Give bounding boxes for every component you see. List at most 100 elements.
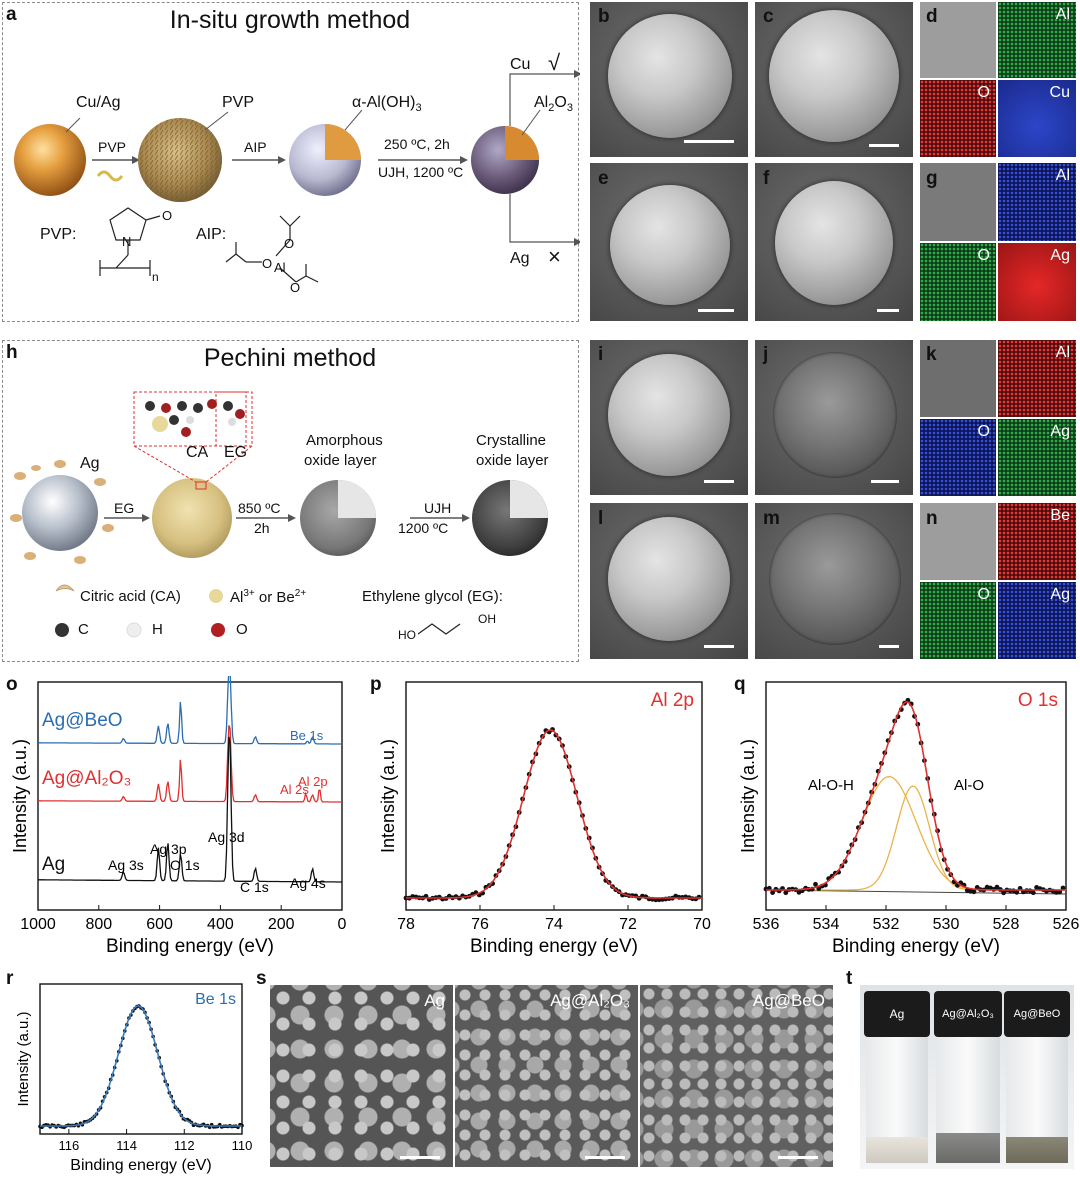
struct-al: Al bbox=[274, 260, 286, 275]
label-al2o3: Al2O3 bbox=[534, 94, 573, 115]
plot-frame bbox=[405, 681, 703, 911]
fit-line bbox=[406, 729, 702, 899]
legend-c: C bbox=[78, 621, 89, 638]
sem-i bbox=[590, 340, 748, 495]
panel-letter-n: n bbox=[926, 508, 938, 529]
panel-letter-b: b bbox=[598, 6, 610, 27]
label-pvp-sphere: PVP bbox=[222, 94, 255, 111]
arrow-label-eg: EG bbox=[114, 500, 135, 516]
struct-o-pvp: O bbox=[162, 208, 173, 223]
y-axis-label: Intensity (a.u.) bbox=[738, 739, 758, 853]
eds-d-map-al: Al bbox=[998, 2, 1076, 78]
annot-ag3s: Ag 3s bbox=[108, 857, 144, 873]
data-point bbox=[770, 890, 775, 895]
struct-o-aip-2: O bbox=[262, 256, 273, 271]
condition-2: UJH, 1200 ºC bbox=[378, 164, 464, 180]
branch-cu-label: Cu bbox=[510, 56, 531, 73]
eds-k-sem bbox=[920, 340, 996, 417]
chart-r-be1s: 116 114 112 110 Binding energy (eV) Intensity… bbox=[15, 983, 252, 1174]
panel-letter-s: s bbox=[256, 968, 267, 989]
eds-k-map-ag: Ag bbox=[998, 419, 1076, 496]
eds-g-map-al: Al bbox=[998, 163, 1076, 241]
x-tick-label: 70 bbox=[693, 916, 711, 933]
x-tick-label: 536 bbox=[753, 916, 780, 933]
panel-letter-h: h bbox=[6, 342, 18, 363]
panel-a-schematic bbox=[14, 70, 580, 283]
struct-o-aip-1: O bbox=[284, 236, 295, 251]
panel-a-frame bbox=[2, 2, 579, 322]
annot-ag4s: Ag 4s bbox=[290, 875, 326, 891]
eds-d-map-o: O bbox=[920, 80, 996, 157]
eds-n-map-o: O bbox=[920, 582, 996, 659]
cross-icon: × bbox=[548, 244, 561, 269]
x-tick-label: 800 bbox=[85, 916, 112, 933]
eds-k-map-al: Al bbox=[998, 340, 1076, 417]
legend-eg: Ethylene glycol (EG): bbox=[362, 588, 503, 605]
label-ag-h: Ag bbox=[80, 455, 100, 472]
y-axis-label: Intensity (a.u.) bbox=[15, 1011, 32, 1106]
chart-q-o1s: 536 534 532 530 528 526 Binding energy (eV) Int… bbox=[738, 681, 1079, 957]
component-label-al-o: Al-O bbox=[954, 777, 984, 794]
legend-ion: Al3+ or Be2+ bbox=[230, 588, 307, 606]
x-axis-label: Binding energy (eV) bbox=[106, 936, 274, 957]
y-axis-label: Intensity (a.u.) bbox=[378, 739, 398, 853]
panel-letter-r: r bbox=[6, 968, 14, 989]
label-crystalline: Crystalline bbox=[476, 432, 547, 449]
chart-p-al2p: 78 76 74 72 70 Binding energy (eV) Intensity (… bbox=[378, 681, 711, 957]
annot-o1s: O 1s bbox=[170, 857, 200, 873]
checkmark-icon: √ bbox=[548, 50, 561, 75]
scale-bar-s3 bbox=[778, 1156, 818, 1159]
panel-letter-q: q bbox=[734, 674, 746, 695]
eds-n-sem bbox=[920, 503, 996, 580]
branch-ag-label: Ag bbox=[510, 250, 530, 267]
component-label-al-o-h: Al-O-H bbox=[808, 777, 854, 794]
data-point bbox=[783, 890, 789, 896]
legend-h: H bbox=[152, 621, 163, 638]
eds-n-map-ag: Ag bbox=[998, 582, 1076, 659]
eds-n-map-be: Be bbox=[998, 503, 1076, 580]
x-tick-label: 200 bbox=[268, 916, 295, 933]
vial-ag bbox=[866, 1035, 928, 1163]
data-point bbox=[1014, 889, 1020, 895]
scale-bar-s2 bbox=[585, 1156, 625, 1159]
sem-m bbox=[755, 503, 913, 659]
panel-letter-d: d bbox=[926, 6, 938, 27]
eds-g-map-o: O bbox=[920, 243, 996, 321]
eds-d-map-cu: Cu bbox=[998, 80, 1076, 157]
condition-h-1: 850 ºC bbox=[238, 500, 281, 516]
x-tick-label: 76 bbox=[471, 916, 489, 933]
vial-ag-beo bbox=[1006, 1035, 1068, 1163]
x-tick-label: 1000 bbox=[20, 916, 56, 933]
eds-k-map-o: O bbox=[920, 419, 996, 496]
panel-letter-t: t bbox=[846, 968, 853, 989]
x-tick-label: 112 bbox=[174, 1138, 195, 1153]
label-aloh: α-Al(OH)3 bbox=[352, 94, 422, 115]
x-tick-label: 534 bbox=[813, 916, 840, 933]
x-tick-label: 0 bbox=[338, 916, 347, 933]
label-crystalline-2: oxide layer bbox=[476, 452, 549, 469]
x-tick-label: 72 bbox=[619, 916, 637, 933]
x-tick-label: 530 bbox=[933, 916, 960, 933]
chart-o-survey-spectrum: 1000 800 600 400 200 0 Binding energy (eV) Inte… bbox=[10, 676, 347, 957]
data-point bbox=[1030, 890, 1036, 896]
fit-line bbox=[766, 701, 1066, 891]
annot-ag3p: Ag 3p bbox=[150, 841, 187, 857]
data-point bbox=[971, 889, 977, 895]
panel-a-title: In-situ growth method bbox=[169, 6, 411, 34]
panel-letter-k: k bbox=[926, 344, 937, 365]
component-al-o bbox=[766, 785, 1066, 891]
panel-letter-a: a bbox=[6, 4, 17, 25]
panel-letter-f: f bbox=[763, 168, 770, 189]
label-cuag: Cu/Ag bbox=[76, 94, 121, 111]
panel-letter-m: m bbox=[763, 508, 780, 529]
legend-o: O bbox=[236, 621, 248, 638]
condition-h-2: UJH bbox=[424, 500, 452, 516]
cap-ag: Ag bbox=[864, 991, 930, 1037]
condition-h-2b: 1200 ºC bbox=[398, 520, 449, 536]
sem-j bbox=[755, 340, 913, 495]
sem-e bbox=[590, 163, 748, 321]
cap-ag-al2o3: Ag@Al₂O₃ bbox=[934, 991, 1002, 1037]
panel-letter-c: c bbox=[763, 6, 774, 27]
panel-letter-l: l bbox=[598, 508, 604, 529]
eds-g-map-ag: Ag bbox=[998, 243, 1076, 321]
